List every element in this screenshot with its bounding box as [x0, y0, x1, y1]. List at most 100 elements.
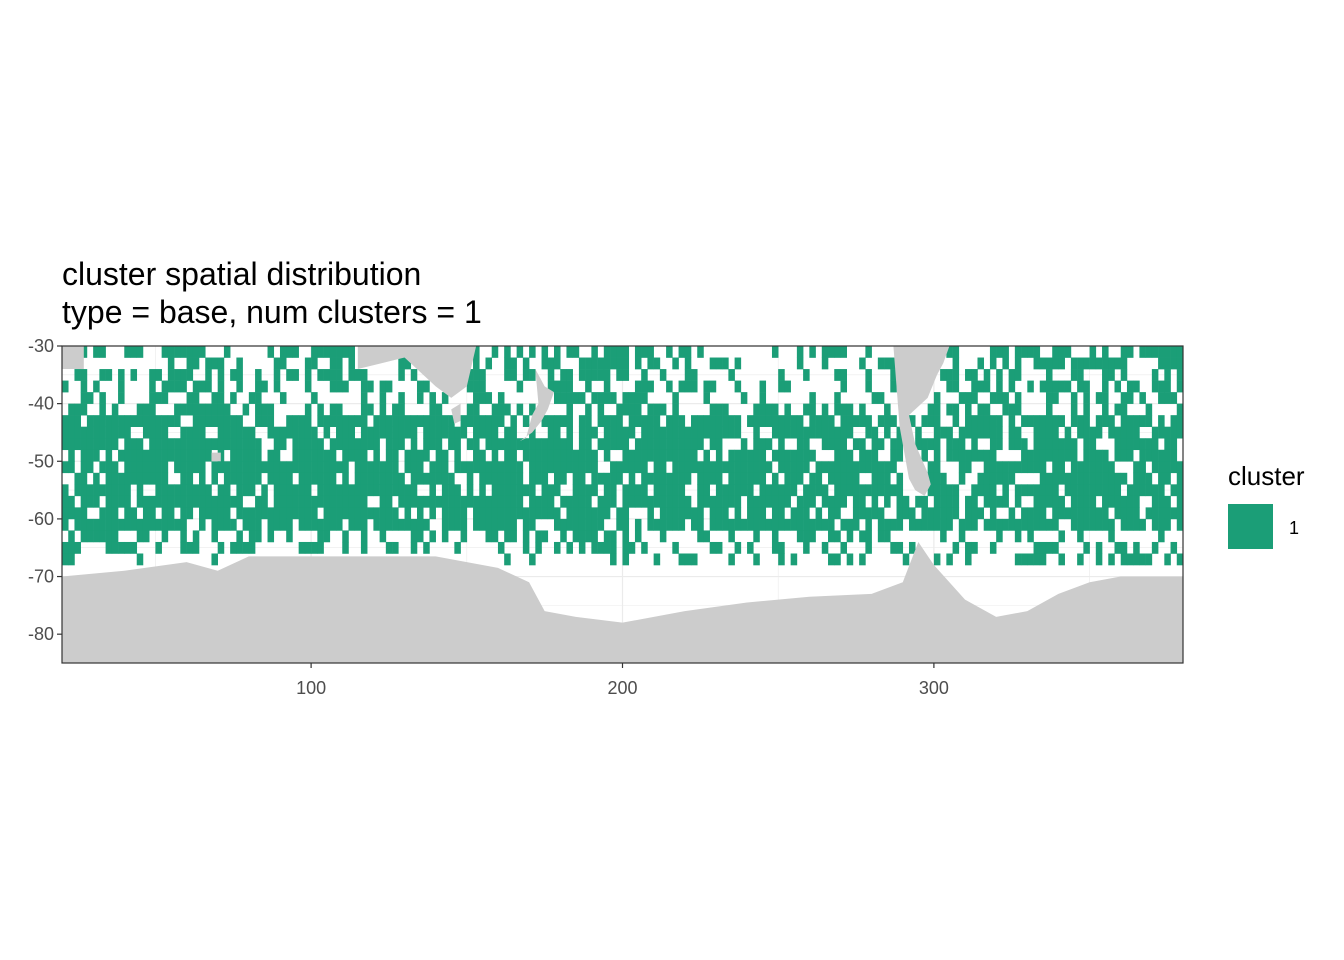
cluster-cell	[1120, 403, 1128, 416]
cluster-cell	[796, 495, 804, 508]
cluster-cell	[304, 357, 312, 370]
cluster-cell	[865, 541, 872, 554]
cluster-cell	[441, 472, 449, 485]
cluster-cell	[871, 507, 879, 520]
cluster-cell	[404, 518, 412, 531]
cluster-cell	[933, 415, 941, 427]
cluster-cell	[1039, 438, 1047, 451]
cluster-cell	[1126, 346, 1134, 358]
cluster-cell	[603, 346, 611, 358]
cluster-cell	[429, 415, 436, 427]
cluster-cell	[921, 495, 928, 508]
cluster-cell	[354, 484, 362, 497]
cluster-cell	[653, 472, 661, 485]
cluster-cell	[541, 530, 549, 543]
cluster-cell	[80, 392, 88, 404]
cluster-cell	[242, 484, 250, 497]
cluster-cell	[360, 472, 368, 485]
cluster-cell	[728, 518, 735, 531]
cluster-cell	[641, 346, 648, 358]
cluster-cell	[255, 461, 262, 474]
cluster-cell	[684, 438, 692, 451]
cluster-cell	[728, 461, 735, 474]
cluster-cell	[491, 426, 499, 439]
cluster-cell	[1145, 346, 1153, 358]
cluster-cell	[1095, 449, 1103, 462]
cluster-cell	[485, 426, 493, 439]
cluster-cell	[236, 357, 243, 370]
cluster-cell	[217, 357, 225, 370]
cluster-cell	[186, 357, 194, 370]
cluster-cell	[435, 415, 443, 427]
cluster-cell	[1120, 426, 1128, 439]
x-tick-label: 100	[296, 678, 326, 698]
cluster-cell	[840, 495, 847, 508]
cluster-cell	[553, 357, 561, 370]
cluster-cell	[902, 507, 910, 520]
cluster-cell	[192, 426, 200, 439]
cluster-cell	[161, 426, 169, 439]
cluster-cell	[591, 357, 598, 370]
cluster-cell	[1052, 392, 1059, 404]
cluster-cell	[485, 518, 493, 531]
cluster-cell	[740, 461, 748, 474]
cluster-cell	[99, 438, 106, 451]
cluster-cell	[622, 392, 630, 404]
cluster-cell	[659, 403, 667, 416]
cluster-cell	[846, 461, 854, 474]
cluster-cell	[479, 392, 486, 404]
cluster-cell	[996, 426, 1003, 439]
cluster-cell	[647, 449, 654, 462]
cluster-cell	[267, 507, 275, 520]
cluster-cell	[136, 472, 144, 485]
cluster-cell	[591, 507, 598, 520]
cluster-cell	[653, 403, 661, 416]
cluster-cell	[535, 541, 542, 554]
cluster-cell	[778, 380, 785, 393]
cluster-cell	[317, 415, 324, 427]
cluster-cell	[547, 495, 555, 508]
cluster-cell	[317, 484, 324, 497]
cluster-cell	[186, 484, 194, 497]
cluster-cell	[603, 472, 611, 485]
cluster-cell	[1052, 415, 1059, 427]
cluster-cell	[996, 518, 1003, 531]
cluster-cell	[834, 495, 841, 508]
cluster-cell	[803, 403, 810, 416]
cluster-cell	[529, 438, 536, 451]
cluster-cell	[933, 472, 941, 485]
cluster-cell	[840, 438, 847, 451]
cluster-cell	[840, 346, 847, 358]
cluster-cell	[585, 507, 592, 520]
cluster-cell	[155, 369, 162, 381]
cluster-cell	[304, 415, 312, 427]
cluster-cell	[1039, 553, 1047, 566]
cluster-cell	[466, 461, 474, 474]
cluster-cell	[410, 461, 418, 474]
cluster-cell	[348, 426, 356, 439]
cluster-cell	[1052, 541, 1059, 554]
cluster-cell	[734, 518, 742, 531]
cluster-cell	[989, 472, 997, 485]
cluster-cell	[1089, 484, 1097, 497]
land-tasmania	[451, 403, 461, 424]
cluster-cell	[722, 426, 729, 439]
cluster-cell	[211, 472, 218, 485]
cluster-cell	[877, 357, 885, 370]
cluster-cell	[877, 461, 885, 474]
cluster-cell	[454, 461, 461, 474]
cluster-cell	[603, 392, 611, 404]
cluster-cell	[541, 495, 549, 508]
cluster-cell	[784, 518, 791, 531]
cluster-cell	[834, 346, 841, 358]
cluster-cell	[765, 518, 773, 531]
cluster-cell	[491, 472, 499, 485]
cluster-cell	[1083, 507, 1090, 520]
cluster-cell	[404, 507, 412, 520]
cluster-cell	[497, 415, 505, 427]
cluster-cell	[1008, 426, 1016, 439]
cluster-cell	[155, 472, 162, 485]
cluster-cell	[666, 426, 673, 439]
cluster-cell	[1002, 495, 1009, 508]
cluster-cell	[392, 541, 399, 554]
